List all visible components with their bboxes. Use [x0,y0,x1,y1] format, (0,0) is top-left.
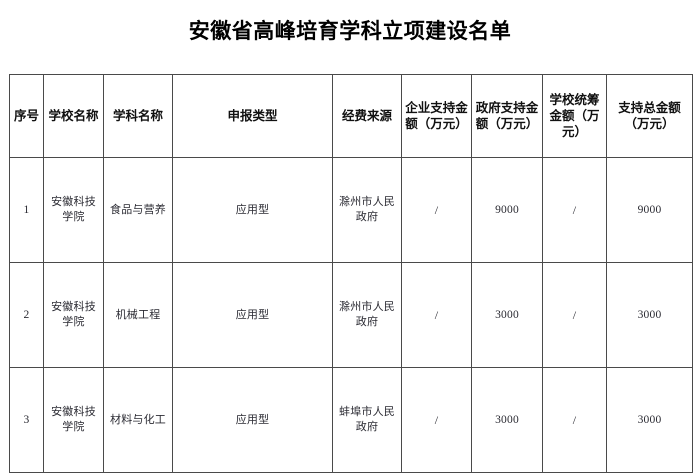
page-title: 安徽省高峰培育学科立项建设名单 [188,20,512,43]
cell-government-support: 9000 [471,157,543,263]
column-header-funding-source: 经费来源 [332,74,402,158]
cell-government-support: 3000 [471,262,543,368]
cell-total-support: 3000 [606,262,693,368]
column-header-index: 序号 [9,74,44,158]
column-header-school-name: 学校名称 [43,74,104,158]
column-header-subject-name: 学科名称 [103,74,173,158]
cell-application-type: 应用型 [172,157,333,263]
cell-subject-name: 食品与营养 [103,157,173,263]
column-header-total-support: 支持总金额（万元） [606,74,693,158]
cell-university-support: / [542,262,607,368]
table-header: 序号 学校名称 学科名称 申报类型 经费来源 企业支持金额（万元） 政府支持金额… [9,74,693,158]
column-header-application-type: 申报类型 [172,74,333,158]
column-header-university-support: 学校统筹金额（万元） [542,74,607,158]
cell-enterprise-support: / [401,262,472,368]
cell-subject-name: 机械工程 [103,262,173,368]
cell-application-type: 应用型 [172,262,333,368]
cell-school-name: 安徽科技学院 [43,367,104,473]
cell-funding-source: 滁州市人民政府 [332,157,402,263]
cell-subject-name: 材料与化工 [103,367,173,473]
table-header-row: 序号 学校名称 学科名称 申报类型 经费来源 企业支持金额（万元） 政府支持金额… [9,74,693,158]
cell-funding-source: 滁州市人民政府 [332,262,402,368]
cell-government-support: 3000 [471,367,543,473]
cell-school-name: 安徽科技学院 [43,157,104,263]
cell-total-support: 3000 [606,367,693,473]
column-header-government-support: 政府支持金额（万元） [471,74,543,158]
cell-index: 1 [9,157,44,263]
cell-enterprise-support: / [401,367,472,473]
cell-total-support: 9000 [606,157,693,263]
cell-university-support: / [542,367,607,473]
table-row: 2 安徽科技学院 机械工程 应用型 滁州市人民政府 / 3000 / 3000 [9,262,693,368]
table-body: 1 安徽科技学院 食品与营养 应用型 滁州市人民政府 / 9000 / 9000… [9,157,693,473]
listing-table-container: 序号 学校名称 学科名称 申报类型 经费来源 企业支持金额（万元） 政府支持金额… [9,74,693,473]
cell-funding-source: 蚌埠市人民政府 [332,367,402,473]
cell-university-support: / [542,157,607,263]
cell-index: 2 [9,262,44,368]
table-row: 1 安徽科技学院 食品与营养 应用型 滁州市人民政府 / 9000 / 9000 [9,157,693,263]
cell-index: 3 [9,367,44,473]
table-row: 3 安徽科技学院 材料与化工 应用型 蚌埠市人民政府 / 3000 / 3000 [9,367,693,473]
cell-school-name: 安徽科技学院 [43,262,104,368]
column-header-enterprise-support: 企业支持金额（万元） [401,74,472,158]
discipline-funding-table: 序号 学校名称 学科名称 申报类型 经费来源 企业支持金额（万元） 政府支持金额… [9,74,693,473]
cell-enterprise-support: / [401,157,472,263]
cell-application-type: 应用型 [172,367,333,473]
